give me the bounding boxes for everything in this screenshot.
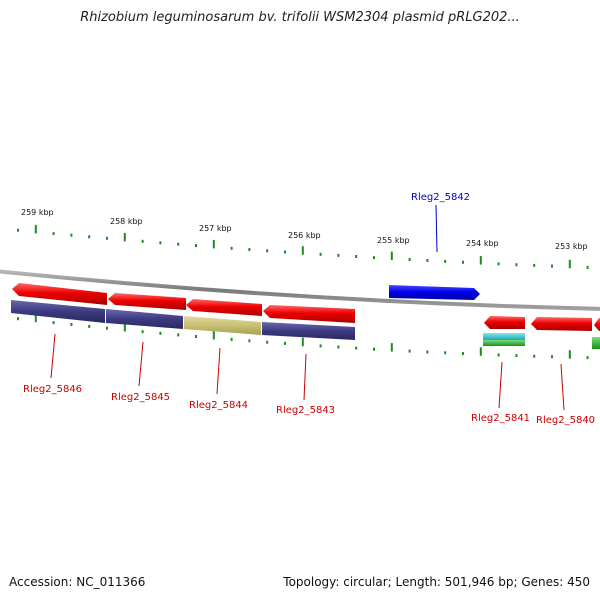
gene-arrow-reverse[interactable] [263, 305, 355, 323]
gene-label[interactable]: Rleg2_5845 [111, 392, 170, 403]
cog-block[interactable] [483, 340, 525, 346]
gene-arrow-reverse[interactable] [12, 283, 107, 305]
scale-label: 258 kbp [110, 217, 143, 226]
gene-label[interactable]: Rleg2_5842 [411, 192, 470, 203]
gene-label[interactable]: Rleg2_5846 [23, 384, 82, 395]
scale-label: 254 kbp [466, 239, 499, 248]
cog-block[interactable] [106, 309, 183, 329]
scale-label: 256 kbp [288, 231, 321, 240]
genome-backbone [0, 269, 600, 311]
outer-tick-ring [17, 224, 589, 269]
callout-line [560, 363, 565, 411]
gene-label[interactable]: Rleg2_5840 [536, 415, 595, 426]
scale-label: 255 kbp [377, 236, 410, 245]
accession-text: Accession: NC_011366 [9, 575, 146, 589]
gene-callouts [50, 204, 565, 411]
scale-label: 253 kbp [555, 242, 588, 251]
topology-summary: Topology: circular; Length: 501,946 bp; … [283, 575, 590, 589]
gene-label[interactable]: Rleg2_5844 [189, 400, 248, 411]
callout-line [216, 347, 221, 395]
callout-line [435, 204, 438, 253]
cog-block[interactable] [483, 333, 525, 340]
gene-labels: Rleg2_5846 Rleg2_5845 Rleg2_5844 Rleg2_5… [23, 192, 595, 426]
gene-arrow-forward[interactable] [389, 285, 480, 300]
gene-arrow-reverse[interactable] [186, 299, 262, 316]
callout-line [303, 353, 307, 401]
gene-arrow-reverse[interactable] [594, 318, 600, 331]
cog-block[interactable] [11, 300, 105, 323]
callout-line [138, 341, 144, 387]
callout-line [50, 333, 56, 379]
cog-category-ring [11, 300, 600, 349]
cog-block[interactable] [592, 337, 600, 349]
gene-arrow-reverse[interactable] [108, 293, 186, 310]
gene-arrow-reverse[interactable] [531, 317, 592, 331]
scale-label: 259 kbp [21, 208, 54, 217]
gene-label[interactable]: Rleg2_5841 [471, 413, 530, 424]
scale-label: 257 kbp [199, 224, 232, 233]
cog-block[interactable] [262, 322, 355, 340]
map-title: Rhizobium leguminosarum bv. trifolii WSM… [80, 10, 520, 25]
reverse-strand-genes [12, 283, 600, 331]
cog-block[interactable] [184, 316, 261, 335]
gene-arrow-reverse[interactable] [484, 316, 525, 329]
gene-label[interactable]: Rleg2_5843 [276, 405, 335, 416]
scale-labels: 259 kbp 258 kbp 257 kbp 256 kbp 255 kbp … [21, 208, 588, 251]
callout-line [498, 361, 503, 409]
